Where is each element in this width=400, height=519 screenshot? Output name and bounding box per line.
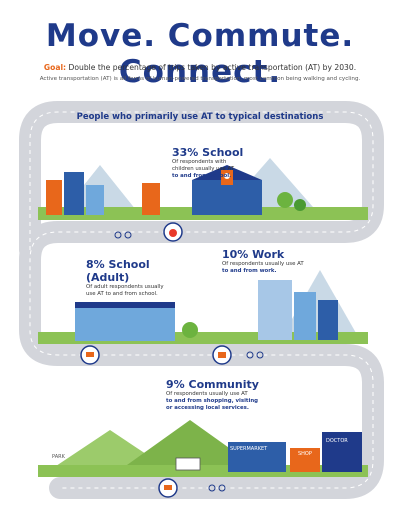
- graduation-cap-icon-fill: [86, 352, 94, 357]
- stat-community: 9% Community Of respondents usually use …: [166, 378, 296, 412]
- stat-work: 10% Work Of respondents usually use AT t…: [222, 248, 332, 275]
- stat-school-pct: 33% School: [172, 146, 244, 159]
- stat-community-line2: to and from shopping, visiting: [166, 398, 259, 405]
- stat-adult-school-line2: use AT to and from school.: [86, 291, 158, 298]
- cyclist-figures: [114, 231, 264, 492]
- stat-work-line1: Of respondents usually use AT: [222, 261, 304, 267]
- road-title: People who primarily use AT to typical d…: [76, 112, 324, 122]
- stat-work-line2: to and from work.: [222, 268, 277, 275]
- shop-sign: SHOP: [298, 451, 312, 457]
- stat-community-pct: 9% Community: [166, 378, 259, 391]
- stat-community-line1: Of respondents usually use AT: [166, 391, 248, 397]
- stat-community-line3: or accessing local services.: [166, 405, 249, 412]
- doctor-sign: DOCTOR: [326, 438, 348, 444]
- shopping-cart-icon-fill: [164, 485, 172, 490]
- scene-school: [38, 158, 368, 220]
- scene-work: [38, 270, 368, 344]
- goal-line: Goal: Double the percentage of trips tak…: [0, 63, 400, 72]
- park-sign: PARK: [52, 454, 66, 460]
- stat-school: 33% School Of respondents with children …: [172, 146, 262, 180]
- subtitle: Active transportation (AT) is all forms …: [39, 76, 361, 82]
- stat-school-line3: to and from school.: [172, 173, 232, 180]
- goal-label: Goal:: [43, 63, 67, 72]
- road-dashes: [29, 111, 374, 489]
- stat-school-line2: children usually use AT: [172, 166, 235, 173]
- goal-text: Double the percentage of trips taken by …: [68, 63, 357, 72]
- briefcase-icon-fill: [218, 352, 226, 358]
- scene-community: [38, 420, 368, 477]
- stat-adult-school-pct: 8% School (Adult): [86, 258, 150, 284]
- stat-work-pct: 10% Work: [222, 248, 285, 261]
- stat-adult-school: 8% School (Adult) Of adult respondents u…: [86, 258, 196, 298]
- supermarket-sign: SUPERMARKET: [230, 446, 268, 452]
- apple-icon-fill: [169, 229, 177, 237]
- page-title: Move. Commute. Connect.: [45, 18, 355, 90]
- stat-school-line1: Of respondents with: [172, 159, 227, 165]
- stat-adult-school-line1: Of adult respondents usually: [86, 284, 164, 290]
